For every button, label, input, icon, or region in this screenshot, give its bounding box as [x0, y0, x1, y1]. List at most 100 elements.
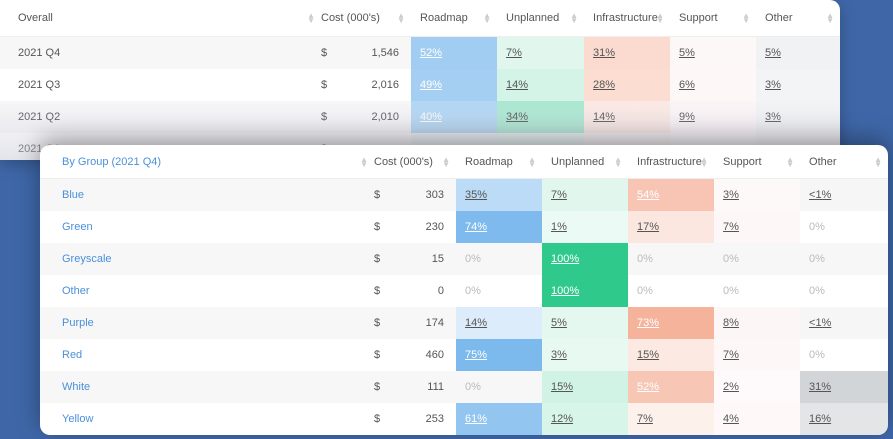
cell-roadmap: 35%: [456, 178, 543, 211]
sort-icon[interactable]: ▲ ▼: [397, 11, 406, 25]
sort-icon[interactable]: ▲ ▼: [483, 11, 492, 25]
group-link[interactable]: Blue: [40, 178, 374, 211]
percent-link[interactable]: 6%: [679, 79, 695, 91]
percent-link[interactable]: 7%: [723, 349, 739, 361]
percent-link[interactable]: <1%: [809, 317, 832, 329]
percent-link[interactable]: 52%: [420, 47, 443, 59]
percent-link[interactable]: 14%: [465, 317, 488, 329]
cost-value: 111: [386, 371, 457, 403]
column-header-roadmap[interactable]: Roadmap ▲ ▼: [456, 145, 543, 179]
percent-link[interactable]: 4%: [723, 413, 739, 425]
group-link[interactable]: Other: [62, 285, 90, 297]
percent-link[interactable]: 14%: [593, 111, 616, 123]
percent-link[interactable]: 100%: [551, 285, 580, 297]
percent-link[interactable]: 35%: [465, 189, 488, 201]
sort-icon[interactable]: ▲ ▼: [614, 154, 623, 169]
sort-icon[interactable]: ▲ ▼: [874, 154, 883, 169]
column-header-support[interactable]: Support ▲ ▼: [714, 145, 801, 179]
percent-link[interactable]: 31%: [593, 47, 616, 59]
sort-icon[interactable]: ▲ ▼: [742, 11, 751, 25]
cell-other: 5%: [756, 36, 840, 69]
sort-icon[interactable]: ▲ ▼: [826, 11, 835, 25]
percent-link[interactable]: 16%: [809, 413, 832, 425]
percent-link[interactable]: 75%: [465, 349, 488, 361]
percent-link[interactable]: 28%: [593, 79, 616, 91]
column-header-other[interactable]: Other ▲ ▼: [756, 0, 840, 37]
percent-link[interactable]: 40%: [420, 111, 443, 123]
sort-icon[interactable]: ▲ ▼: [786, 154, 795, 169]
percent-link[interactable]: 5%: [679, 47, 695, 59]
column-header-other[interactable]: Other ▲ ▼: [800, 145, 888, 179]
percent-link[interactable]: 3%: [723, 189, 739, 201]
cell-support: 4%: [714, 403, 801, 435]
percent-link[interactable]: 49%: [420, 79, 443, 91]
percent-link[interactable]: 1%: [551, 221, 567, 233]
cell-infrastructure: 73%: [628, 307, 715, 339]
cost-value: 230: [425, 221, 445, 233]
percent-link[interactable]: 9%: [679, 111, 695, 123]
percent-link[interactable]: 100%: [551, 253, 580, 265]
sort-icon[interactable]: ▲ ▼: [442, 154, 451, 169]
percent-link: 0%: [809, 253, 825, 265]
table-row: White $111 0% 15% 52% 2% 31%: [40, 371, 888, 403]
percent-link[interactable]: 12%: [551, 413, 574, 425]
percent-link[interactable]: 61%: [465, 413, 488, 425]
table-row: Other $0 0% 100% 0% 0% 0%: [40, 275, 888, 307]
header-label: Infrastructure: [637, 155, 702, 168]
percent-link[interactable]: 14%: [506, 79, 529, 91]
group-link[interactable]: Green: [62, 221, 93, 233]
by-group-table-card: By Group (2021 Q4) ▲ ▼ Cost (000's) ▲ ▼ Roadma…: [40, 145, 888, 435]
percent-link[interactable]: 15%: [637, 349, 660, 361]
percent-link[interactable]: 5%: [551, 317, 567, 329]
group-link[interactable]: Yellow: [62, 413, 94, 425]
sort-icon[interactable]: ▲ ▼: [307, 11, 315, 25]
percent-link[interactable]: 2%: [723, 381, 739, 393]
cell-unplanned: 3%: [542, 339, 629, 371]
header-label: Roadmap: [420, 12, 468, 24]
percent-link[interactable]: 7%: [723, 221, 739, 233]
sort-icon[interactable]: ▲ ▼: [700, 154, 709, 169]
sort-icon[interactable]: ▲ ▼: [656, 11, 665, 25]
column-header-unplanned[interactable]: Unplanned ▲ ▼: [542, 145, 629, 179]
table-row: 2021 Q2 $2,010 40% 34% 14% 9% 3%: [0, 101, 840, 133]
percent-link[interactable]: 34%: [506, 111, 529, 123]
sort-icon[interactable]: ▲ ▼: [570, 11, 579, 25]
percent-link[interactable]: 8%: [723, 317, 739, 329]
percent-link[interactable]: 54%: [637, 189, 660, 201]
currency-symbol: $: [374, 243, 386, 275]
sort-icon[interactable]: ▲ ▼: [528, 154, 537, 169]
percent-link[interactable]: 52%: [637, 381, 660, 393]
column-header-infrastructure[interactable]: Infrastructure ▲ ▼: [628, 145, 715, 179]
column-header-roadmap[interactable]: Roadmap ▲ ▼: [411, 0, 498, 37]
column-header-support[interactable]: Support ▲ ▼: [670, 0, 757, 37]
currency-symbol: $: [321, 79, 328, 91]
column-header-infrastructure[interactable]: Infrastructure ▲ ▼: [584, 0, 671, 37]
cell-roadmap: 0%: [456, 275, 542, 307]
group-link[interactable]: Greyscale: [40, 243, 374, 275]
percent-link[interactable]: 74%: [465, 221, 488, 233]
column-header-cost-000-s-[interactable]: Cost (000's) ▲ ▼: [321, 0, 412, 37]
cell-roadmap: 75%: [456, 339, 543, 371]
cell-other: 16%: [800, 403, 888, 435]
column-header-overall[interactable]: Overall ▲ ▼: [0, 0, 321, 37]
percent-link[interactable]: <1%: [809, 189, 832, 201]
group-link[interactable]: White: [40, 371, 374, 403]
percent-link[interactable]: 73%: [637, 317, 660, 329]
column-header-by-group-2021-q4-[interactable]: By Group (2021 Q4) ▲ ▼: [40, 145, 374, 179]
group-link[interactable]: Red: [62, 349, 83, 361]
column-header-cost-000-s-[interactable]: Cost (000's) ▲ ▼: [374, 145, 457, 179]
percent-link[interactable]: 17%: [637, 221, 660, 233]
group-link[interactable]: Purple: [40, 307, 374, 339]
sort-icon[interactable]: ▲ ▼: [360, 154, 368, 169]
percent-link[interactable]: 7%: [637, 413, 653, 425]
percent-link[interactable]: 5%: [765, 47, 781, 59]
column-header-unplanned[interactable]: Unplanned ▲ ▼: [497, 0, 585, 37]
percent-link[interactable]: 7%: [551, 189, 567, 201]
percent-link[interactable]: 3%: [551, 349, 567, 361]
percent-link[interactable]: 7%: [506, 47, 522, 59]
percent-link[interactable]: 3%: [765, 79, 781, 91]
percent-link[interactable]: 31%: [809, 381, 832, 393]
cost-value: 460: [425, 349, 445, 361]
percent-link[interactable]: 3%: [765, 111, 781, 123]
percent-link[interactable]: 15%: [551, 381, 574, 393]
